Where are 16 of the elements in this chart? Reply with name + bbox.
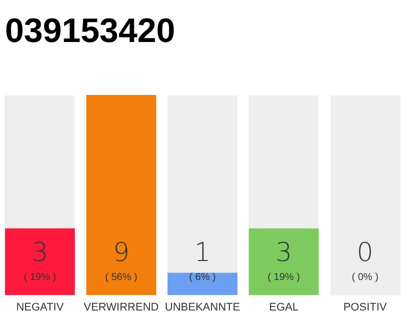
x-tick-label: NEGATIV bbox=[16, 302, 64, 314]
annotation: ( 56% ) bbox=[105, 272, 138, 283]
x-tick-label: POSITIV bbox=[343, 302, 388, 314]
annotation: ( 0% ) bbox=[352, 272, 378, 283]
data-label: 3 bbox=[276, 238, 292, 268]
annotation: ( 19% ) bbox=[24, 272, 56, 283]
annotation: ( 6% ) bbox=[189, 272, 216, 283]
data-label: 9 bbox=[112, 238, 130, 268]
x-tick-label: EGAL bbox=[269, 302, 298, 314]
x-tick-label: UNBEKANNTE bbox=[164, 302, 240, 314]
chart-title: 039153420 bbox=[5, 12, 176, 50]
annotation: ( 19% ) bbox=[268, 272, 300, 283]
data-label: 3 bbox=[32, 238, 48, 268]
data-label: 1 bbox=[194, 238, 211, 268]
data-label: 0 bbox=[356, 238, 374, 268]
x-tick-label: VERWIRREND bbox=[84, 302, 159, 314]
